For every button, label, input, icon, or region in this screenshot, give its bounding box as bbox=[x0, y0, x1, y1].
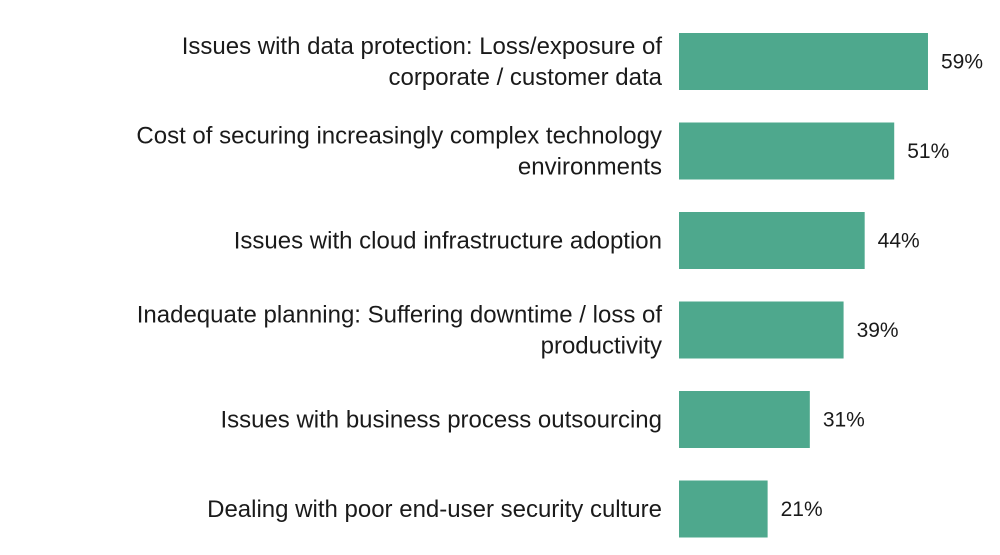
bar-1 bbox=[679, 33, 928, 90]
value-label-5: 31% bbox=[823, 409, 865, 432]
value-label-3: 44% bbox=[878, 230, 920, 253]
category-label-5-line-1: Issues with business process outsourcing bbox=[220, 407, 662, 434]
category-label-3-line-1: Issues with cloud infrastructure adoptio… bbox=[234, 228, 662, 255]
category-label-4-line-1: Inadequate planning: Suffering downtime … bbox=[137, 302, 663, 329]
value-label-1: 59% bbox=[941, 51, 983, 74]
category-label-1-line-1: Issues with data protection: Loss/exposu… bbox=[182, 33, 663, 60]
bar-6 bbox=[679, 480, 768, 538]
value-label-2: 51% bbox=[907, 140, 949, 163]
bar-4 bbox=[679, 301, 844, 359]
bar-3 bbox=[679, 212, 865, 269]
value-label-6: 21% bbox=[781, 498, 823, 521]
bar-5 bbox=[679, 391, 810, 448]
category-label-1-line-2: corporate / customer data bbox=[389, 64, 663, 91]
bar-2 bbox=[679, 122, 895, 180]
category-label-2-line-2: environments bbox=[518, 154, 662, 181]
category-label-2-line-1: Cost of securing increasingly complex te… bbox=[136, 123, 662, 150]
category-label-6-line-1: Dealing with poor end-user security cult… bbox=[207, 496, 662, 523]
category-label-4-line-2: productivity bbox=[541, 333, 662, 360]
value-label-4: 39% bbox=[857, 319, 899, 342]
